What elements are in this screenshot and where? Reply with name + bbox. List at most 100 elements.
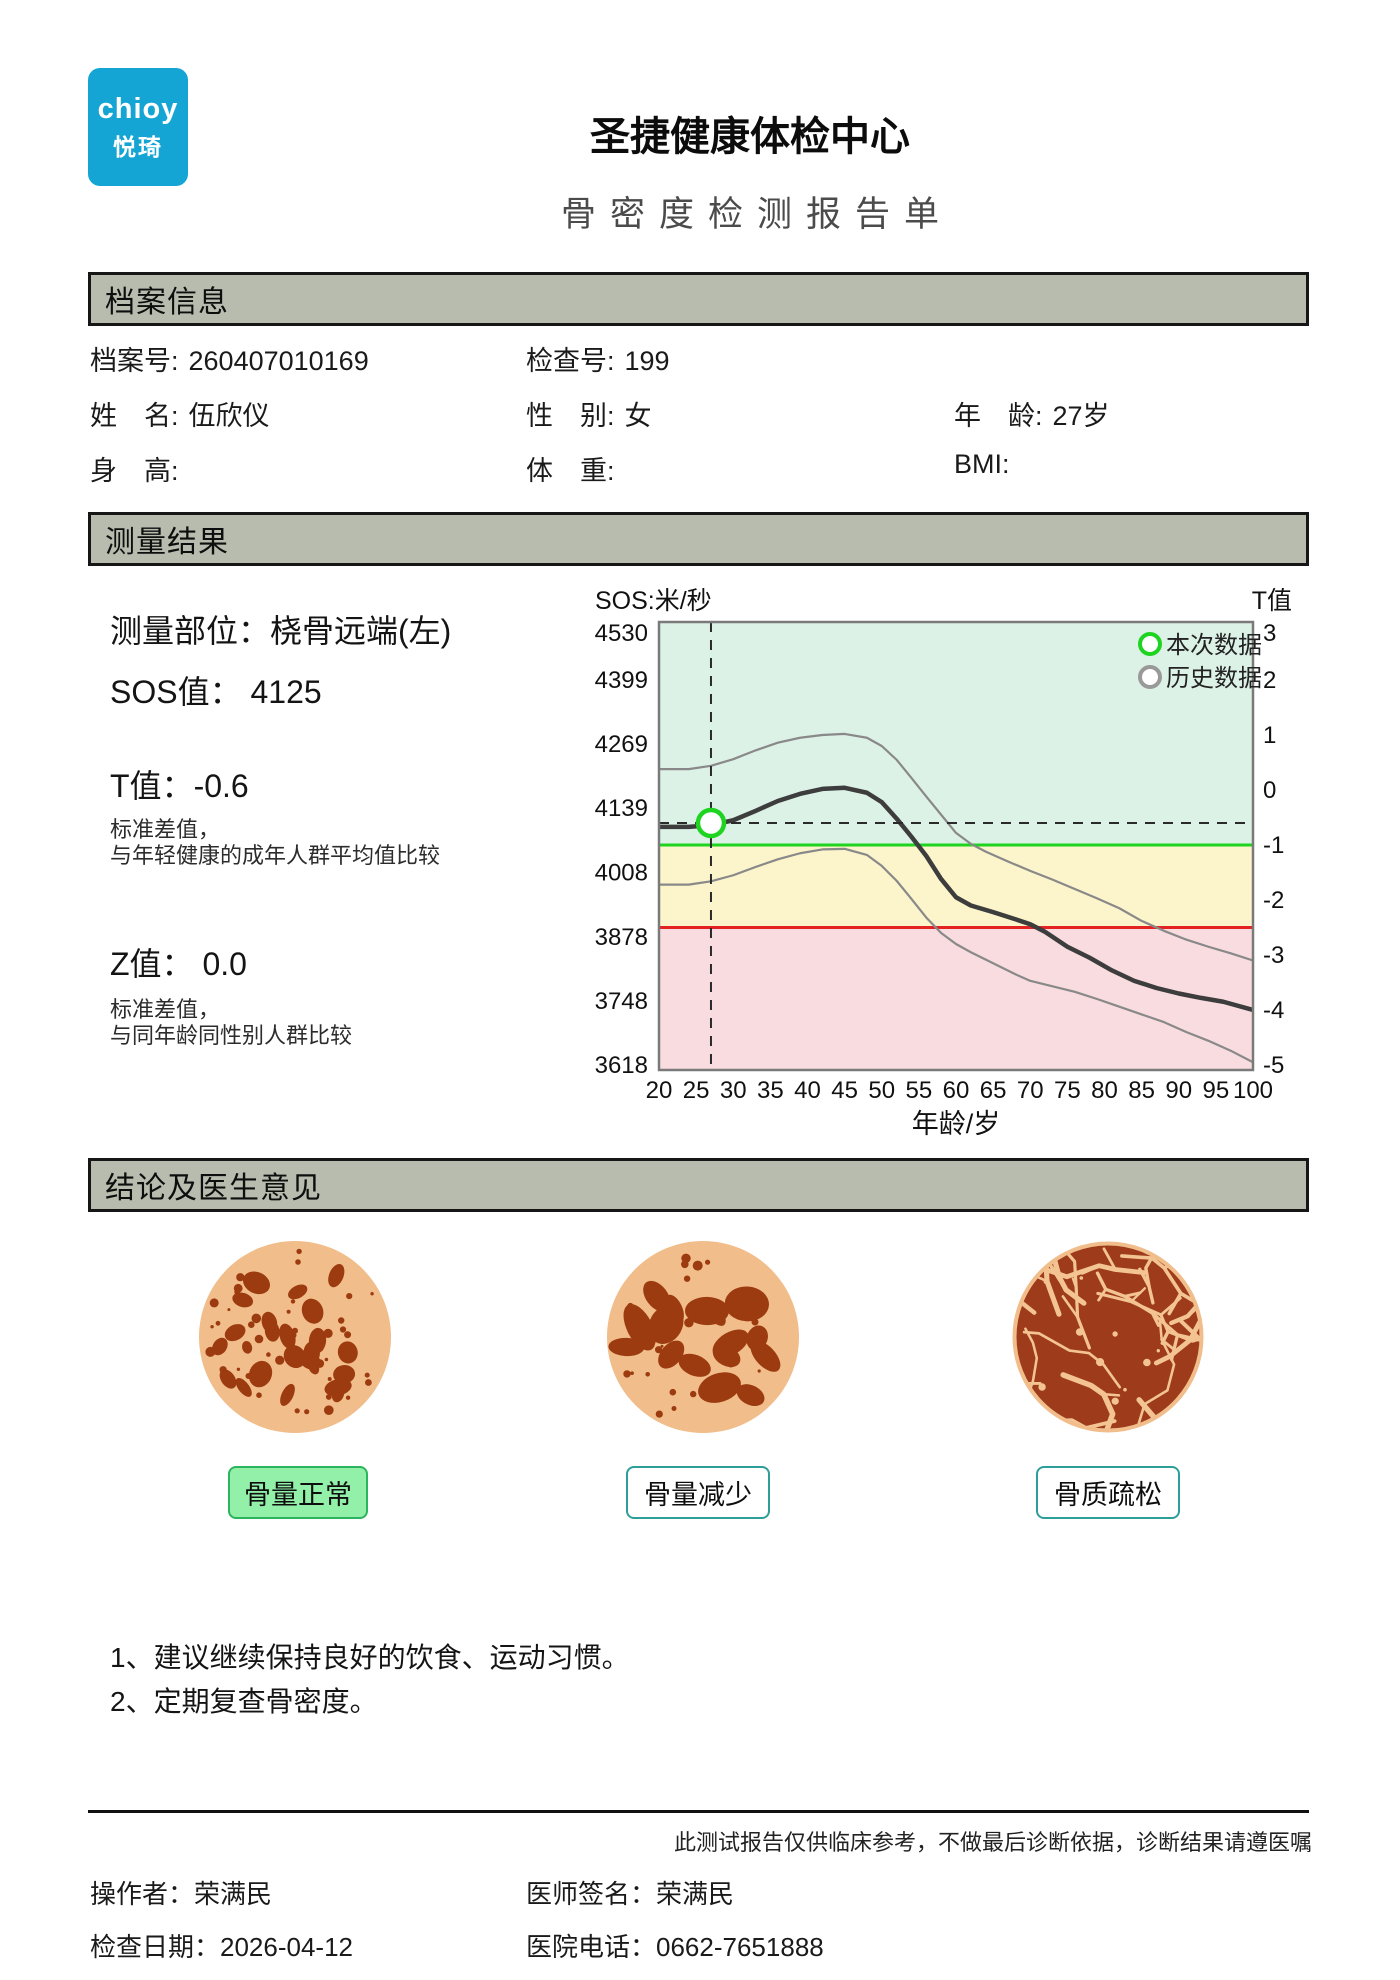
footer-exam-date: 检查日期：2026-04-12 — [90, 1927, 353, 1964]
measure-site: 测量部位：桡骨远端(左) — [110, 606, 451, 652]
measure-t-label: T值： — [110, 768, 194, 804]
field-value: 27岁 — [1052, 401, 1110, 431]
measure-sos-value: 4125 — [250, 674, 322, 710]
footer-value: 荣满民 — [656, 1879, 735, 1909]
measure-z-desc: 标准差值， 与同年龄同性别人群比较 — [110, 997, 352, 1049]
measure-z-desc-line1: 标准差值， — [110, 997, 221, 1022]
footer-doctor-sign: 医师签名：荣满民 — [526, 1874, 734, 1911]
svg-text:50: 50 — [868, 1077, 895, 1104]
field-value: 女 — [624, 401, 652, 431]
svg-text:3748: 3748 — [595, 988, 648, 1015]
footer-label: 医师签名： — [526, 1879, 657, 1909]
clinic-logo: chioy 悦琦 — [88, 68, 188, 186]
field-name: 姓 名: 伍欣仪 — [90, 394, 270, 433]
sos-age-chart-svg: SOS:米/秒 T值 4530 4399 4269 4139 4008 3878 3748 361… — [595, 587, 1292, 1139]
field-age: 年 龄: 27岁 — [954, 394, 1110, 433]
measure-t-desc-line1: 标准差值， — [110, 817, 221, 842]
svg-text:4139: 4139 — [595, 795, 648, 822]
svg-text:1: 1 — [1263, 722, 1276, 749]
svg-text:35: 35 — [757, 1077, 784, 1104]
measure-z-label: Z值： — [110, 946, 194, 982]
field-label: BMI: — [954, 449, 1010, 479]
footer-hospital-phone: 医院电话：0662-7651888 — [526, 1927, 824, 1964]
field-archive-no: 档案号: 260407010169 — [90, 339, 369, 378]
svg-text:90: 90 — [1165, 1077, 1192, 1104]
field-label: 身 高: — [90, 456, 179, 486]
sos-age-chart: SOS:米/秒 T值 4530 4399 4269 4139 4008 3878 3748 361… — [560, 587, 1320, 1148]
svg-text:-5: -5 — [1263, 1052, 1284, 1079]
page-title: 圣捷健康体检中心 — [590, 115, 910, 159]
field-bmi: BMI: — [954, 449, 1020, 480]
logo-brand-cn: 悦琦 — [113, 133, 163, 160]
badge-bone-normal: 骨量正常 — [228, 1466, 368, 1519]
svg-text:3618: 3618 — [595, 1052, 648, 1079]
footer-label: 医院电话： — [526, 1932, 657, 1962]
field-value: 199 — [624, 346, 670, 376]
svg-text:100: 100 — [1233, 1077, 1273, 1104]
svg-text:T值: T值 — [1252, 588, 1292, 615]
svg-text:3878: 3878 — [595, 924, 648, 951]
svg-text:0: 0 — [1263, 777, 1276, 804]
footer-value: 荣满民 — [194, 1879, 273, 1909]
svg-text:40: 40 — [794, 1077, 821, 1104]
doctor-advice: 1、建议继续保持良好的饮食、运动习惯。 2、定期复查骨密度。 — [110, 1636, 630, 1724]
measure-z-desc-line2: 与同年龄同性别人群比较 — [110, 1023, 353, 1048]
page-subtitle: 骨密度检测报告单 — [560, 195, 953, 234]
measure-z-value: 0.0 — [202, 946, 247, 982]
bone-density-illustrations — [88, 1228, 1309, 1458]
footer-operator: 操作者：荣满民 — [90, 1874, 272, 1911]
svg-text:80: 80 — [1091, 1077, 1118, 1104]
svg-text:4530: 4530 — [595, 620, 648, 647]
svg-text:65: 65 — [980, 1077, 1007, 1104]
footer-label: 操作者： — [90, 1879, 195, 1909]
badge-bone-reduced: 骨量减少 — [626, 1466, 770, 1519]
svg-text:3: 3 — [1263, 620, 1276, 647]
svg-text:-1: -1 — [1263, 832, 1284, 859]
measure-t-value: -0.6 — [193, 768, 249, 804]
svg-text:历史数据: 历史数据 — [1166, 665, 1262, 692]
section-header-archive: 档案信息 — [88, 272, 1309, 326]
field-height: 身 高: — [90, 449, 189, 488]
svg-text:2: 2 — [1263, 667, 1276, 694]
measure-z: Z值： 0.0 — [110, 939, 247, 985]
svg-text:SOS:米/秒: SOS:米/秒 — [595, 588, 712, 615]
measure-sos: SOS值： 4125 — [110, 667, 322, 713]
measure-t: T值：-0.6 — [110, 761, 249, 807]
measure-t-desc: 标准差值， 与年轻健康的成年人群平均值比较 — [110, 817, 440, 869]
measure-site-value: 桡骨远端(左) — [270, 613, 452, 649]
svg-text:95: 95 — [1203, 1077, 1230, 1104]
field-label: 姓 名: — [90, 401, 179, 431]
svg-text:60: 60 — [943, 1077, 970, 1104]
advice-line-1: 1、建议继续保持良好的饮食、运动习惯。 — [110, 1642, 630, 1673]
field-label: 档案号: — [90, 346, 179, 376]
svg-text:-2: -2 — [1263, 887, 1284, 914]
svg-text:4399: 4399 — [595, 667, 648, 694]
svg-text:4008: 4008 — [595, 860, 648, 887]
svg-text:70: 70 — [1017, 1077, 1044, 1104]
footer-label: 检查日期： — [90, 1932, 221, 1962]
field-label: 检查号: — [526, 346, 615, 376]
field-value: 260407010169 — [188, 346, 369, 376]
field-weight: 体 重: — [526, 449, 625, 488]
field-label: 体 重: — [526, 456, 615, 486]
measure-sos-label: SOS值： — [110, 674, 242, 710]
measure-site-label: 测量部位： — [110, 613, 271, 649]
svg-text:75: 75 — [1054, 1077, 1081, 1104]
footer-value: 2026-04-12 — [220, 1932, 354, 1962]
svg-text:30: 30 — [720, 1077, 747, 1104]
field-exam-no: 检查号: 199 — [526, 339, 670, 378]
field-gender: 性 别: 女 — [526, 394, 652, 433]
footer-divider — [88, 1810, 1309, 1813]
svg-text:20: 20 — [646, 1077, 673, 1104]
svg-text:年龄/岁: 年龄/岁 — [912, 1109, 1001, 1139]
measure-t-desc-line2: 与年轻健康的成年人群平均值比较 — [110, 843, 441, 868]
svg-text:4269: 4269 — [595, 731, 648, 758]
footer-value: 0662-7651888 — [656, 1932, 824, 1962]
field-label: 年 龄: — [954, 401, 1043, 431]
svg-text:本次数据: 本次数据 — [1166, 632, 1262, 659]
svg-text:85: 85 — [1128, 1077, 1155, 1104]
svg-text:-3: -3 — [1263, 942, 1284, 969]
bone-illustrations-svg — [199, 1241, 1204, 1433]
field-value: 伍欣仪 — [188, 401, 270, 431]
badge-bone-porous: 骨质疏松 — [1036, 1466, 1180, 1519]
